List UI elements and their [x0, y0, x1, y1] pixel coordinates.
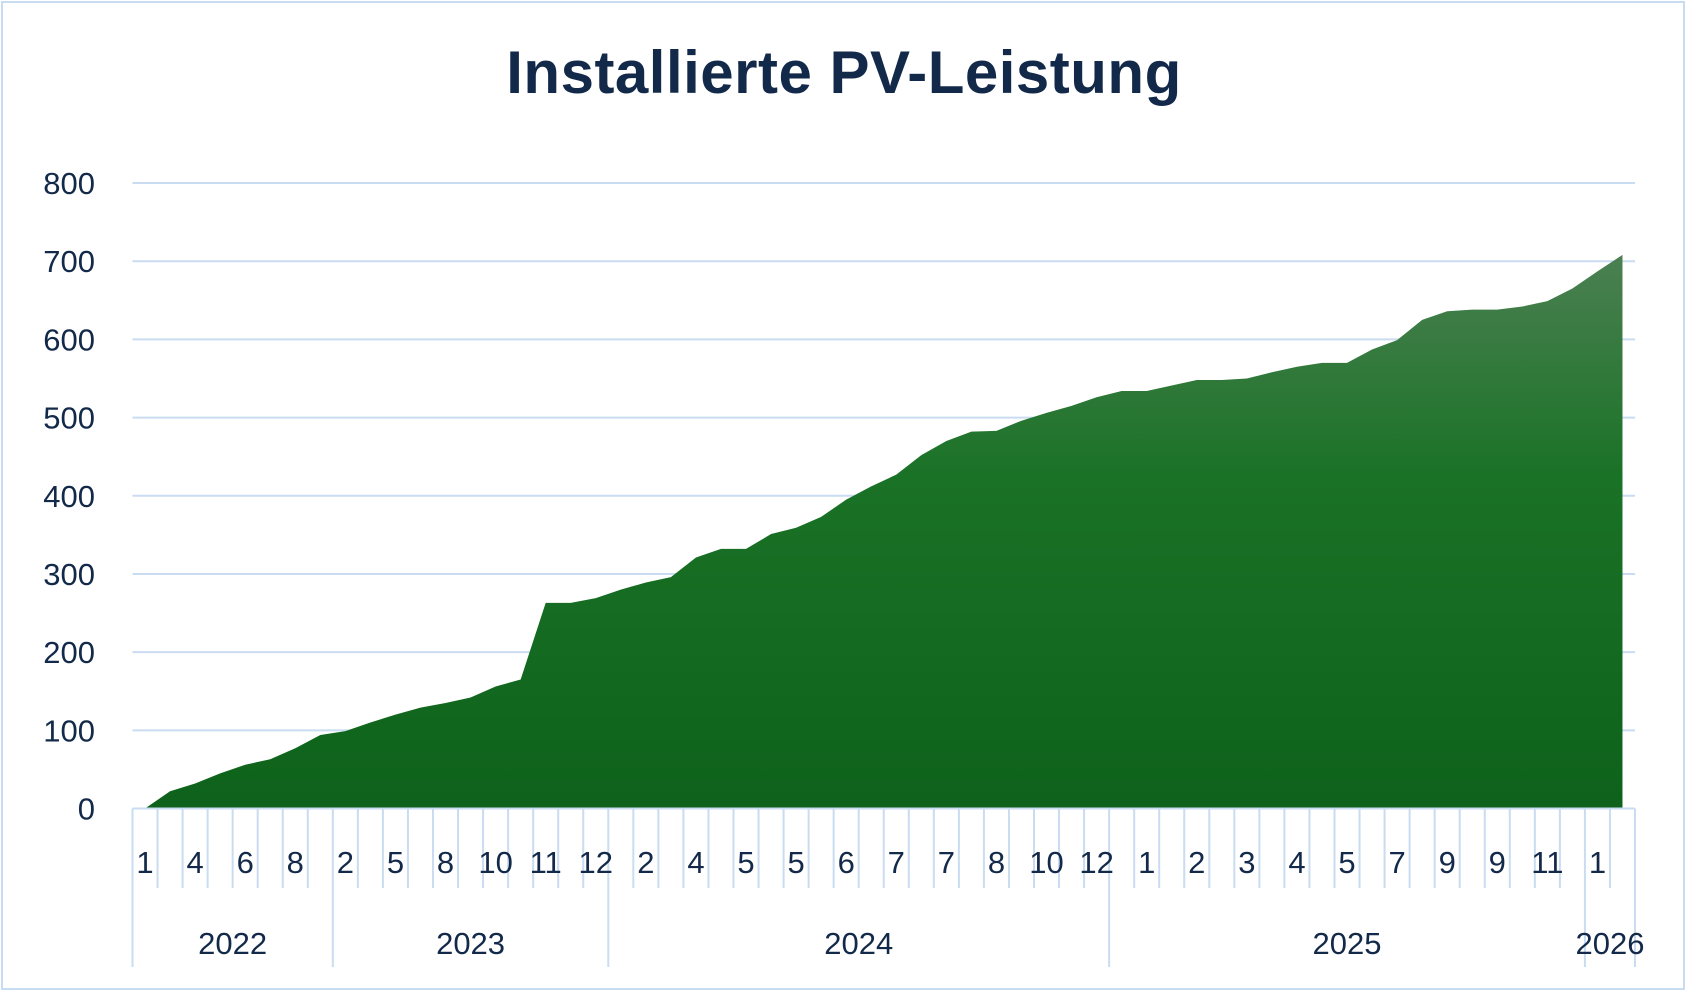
x-year-label: 2024: [824, 926, 893, 961]
y-tick-label: 500: [43, 401, 95, 436]
y-tick-label: 200: [43, 635, 95, 670]
x-month-label: 5: [387, 845, 404, 880]
y-tick-label: 400: [43, 479, 95, 514]
x-month-label: 3: [1238, 845, 1255, 880]
x-year-label: 2025: [1313, 926, 1382, 961]
x-month-label: 5: [787, 845, 804, 880]
x-month-label: 5: [737, 845, 754, 880]
x-month-label: 2: [337, 845, 354, 880]
x-month-label: 7: [888, 845, 905, 880]
x-month-label: 8: [287, 845, 304, 880]
area-series: [145, 254, 1623, 809]
x-month-label: 10: [478, 845, 512, 880]
y-tick-label: 800: [43, 166, 95, 201]
x-month-label: 7: [1388, 845, 1405, 880]
x-month-label: 11: [530, 845, 562, 880]
x-month-label: 11: [1531, 845, 1563, 880]
x-month-label: 1: [1589, 845, 1606, 880]
x-month-label: 8: [437, 845, 454, 880]
x-month-label: 7: [938, 845, 955, 880]
x-year-label: 2022: [198, 926, 267, 961]
y-tick-label: 700: [43, 244, 95, 279]
y-tick-label: 600: [43, 322, 95, 357]
x-month-label: 4: [186, 845, 203, 880]
chart-title: Installierte PV-Leistung: [506, 39, 1182, 106]
y-tick-label: 0: [78, 792, 95, 827]
y-tick-label: 100: [43, 713, 95, 748]
y-tick-label: 300: [43, 557, 95, 592]
x-month-label: 4: [1288, 845, 1305, 880]
x-month-label: 2: [1188, 845, 1205, 880]
x-month-label: 12: [579, 845, 613, 880]
x-month-label: 10: [1029, 845, 1063, 880]
x-month-label: 2: [637, 845, 654, 880]
x-month-label: 4: [687, 845, 704, 880]
x-month-label: 9: [1489, 845, 1506, 880]
x-month-label: 12: [1079, 845, 1113, 880]
x-month-label: 6: [237, 845, 254, 880]
x-year-label: 2026: [1575, 926, 1644, 961]
x-month-label: 9: [1439, 845, 1456, 880]
x-month-label: 6: [838, 845, 855, 880]
x-month-label: 5: [1338, 845, 1355, 880]
x-year-label: 2023: [436, 926, 505, 961]
x-month-label: 8: [988, 845, 1005, 880]
x-month-label: 1: [136, 845, 153, 880]
x-month-label: 1: [1138, 845, 1155, 880]
